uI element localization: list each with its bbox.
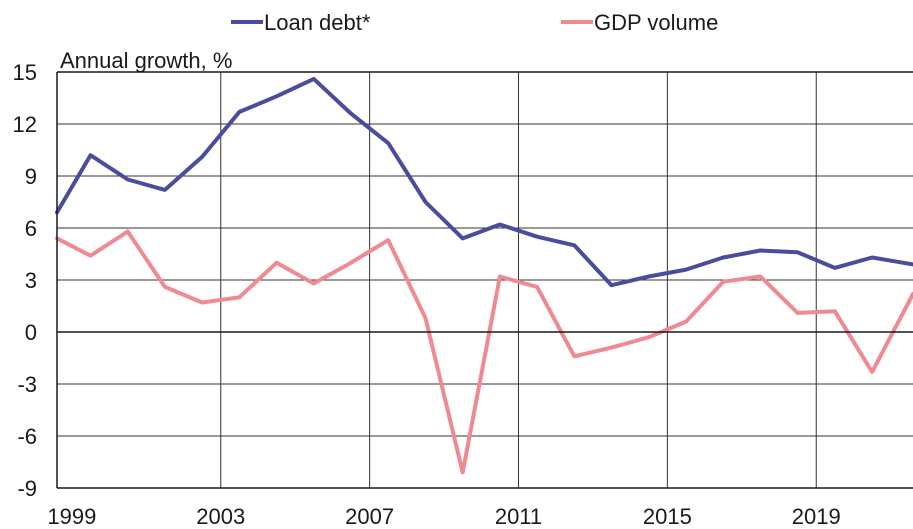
legend-label-gdp-volume: GDP volume [594, 10, 718, 35]
y-tick-label: 9 [25, 164, 37, 189]
x-tick-label: 1999 [47, 504, 96, 529]
series-layer [55, 76, 913, 475]
y-tick-label: -6 [17, 424, 37, 449]
y-axis-title: Annual growth, % [60, 48, 232, 73]
series-line-gdp-volume [55, 229, 913, 475]
y-tick-label: 6 [25, 216, 37, 241]
legend-item-gdp-volume: GDP volume [561, 10, 718, 35]
y-tick-label: -9 [17, 476, 37, 501]
x-tick-label: 2007 [345, 504, 394, 529]
legend-item-loan-debt: Loan debt* [231, 10, 371, 35]
y-tick-label: 15 [13, 60, 37, 85]
legend: Loan debt* GDP volume [231, 10, 718, 35]
y-tick-label: 12 [13, 112, 37, 137]
x-tick-label: 2019 [792, 504, 841, 529]
plot-frame [56, 71, 913, 489]
series-line-loan-debt [55, 76, 913, 288]
y-axis-ticks: 15 12 9 6 3 0 -3 -6 -9 [13, 60, 37, 501]
y-tick-label: 3 [25, 268, 37, 293]
legend-label-loan-debt: Loan debt* [264, 10, 371, 35]
x-tick-label: 2003 [196, 504, 245, 529]
x-tick-label: 2011 [495, 504, 542, 529]
grid [57, 72, 913, 488]
y-tick-label: 0 [25, 320, 37, 345]
x-tick-label: 2015 [643, 504, 692, 529]
x-axis-ticks: 1999 2003 2007 2011 2015 2019 [47, 504, 840, 529]
y-tick-label: -3 [17, 372, 37, 397]
